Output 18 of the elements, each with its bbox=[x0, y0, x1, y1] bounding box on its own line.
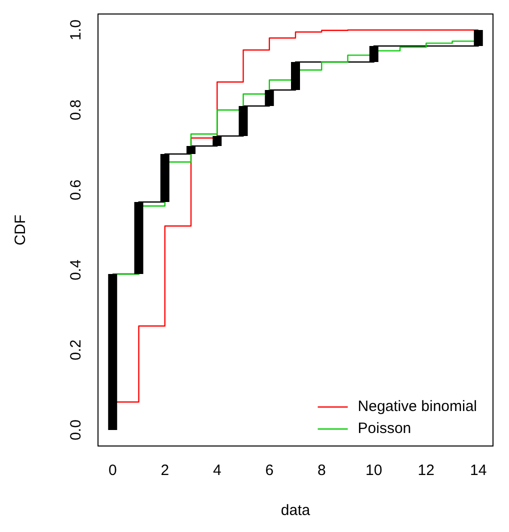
x-tick-label: 8 bbox=[317, 462, 326, 480]
y-tick-label: 0.6 bbox=[68, 180, 85, 200]
x-tick-label: 0 bbox=[108, 462, 117, 480]
x-tick-label: 6 bbox=[265, 462, 274, 480]
y-tick-label: 1.0 bbox=[68, 20, 85, 40]
y-tick-label: 0.4 bbox=[68, 260, 85, 280]
y-tick-label: 0.8 bbox=[68, 100, 85, 120]
y-tick-label: 0.2 bbox=[68, 340, 85, 360]
x-tick-label: 10 bbox=[366, 462, 382, 480]
legend-label: Poisson bbox=[358, 420, 412, 438]
legend-label: Negative binomial bbox=[358, 398, 478, 416]
x-tick-label: 4 bbox=[212, 462, 222, 480]
x-tick-label: 14 bbox=[470, 462, 487, 480]
y-tick-label: 0.0 bbox=[68, 420, 85, 440]
x-tick-label: 2 bbox=[160, 462, 170, 480]
x-axis-title: data bbox=[280, 502, 311, 520]
y-axis-title: CDF bbox=[12, 214, 30, 246]
x-tick-label: 12 bbox=[418, 462, 434, 480]
